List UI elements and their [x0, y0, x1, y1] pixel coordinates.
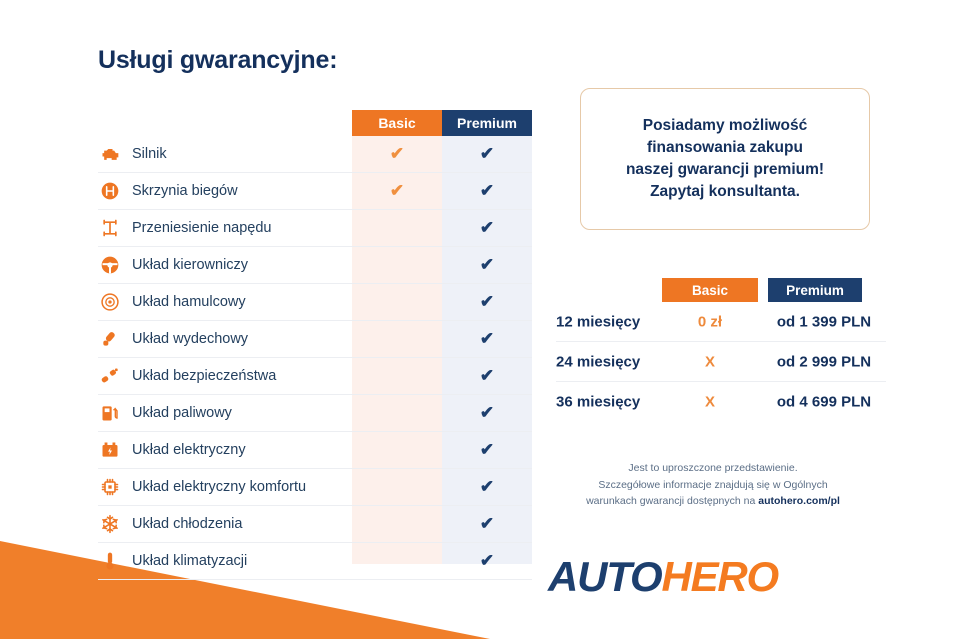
- feature-label: Silnik: [132, 146, 167, 162]
- promo-line-3: naszej gwarancji premium!: [625, 161, 825, 178]
- table-row: Silnik ✔ ✔: [98, 136, 532, 173]
- gearbox-icon: [100, 181, 120, 201]
- table-row: Układ kierowniczy ✔: [98, 247, 532, 284]
- disclaimer-line-3: warunkach gwarancji dostępnych na autohe…: [540, 493, 886, 510]
- price-basic-value: 0 zł: [697, 313, 723, 330]
- promo-line-4: Zapytaj konsultanta.: [650, 183, 800, 200]
- cell-basic: [352, 469, 442, 505]
- feature-label: Układ wydechowy: [132, 331, 249, 347]
- feature-label: Układ bezpieczeństwa: [132, 368, 277, 384]
- table-row: Układ paliwowy ✔: [98, 395, 532, 432]
- autohero-logo: AUTOHERO: [548, 553, 779, 600]
- disclaimer-line-1: Jest to uproszczone przedstawienie.: [628, 462, 798, 474]
- price-table: Basic Premium 12 miesięcy 0 zł od 1 399 …: [556, 278, 886, 421]
- website-link[interactable]: autohero.com/pl: [758, 495, 840, 508]
- price-row: 12 miesięcy 0 zł od 1 399 PLN: [556, 302, 886, 342]
- price-term: 24 miesięcy: [556, 353, 641, 370]
- engine-icon: [100, 144, 120, 164]
- disclaimer-line-2: Szczegółowe informacje znajdują się w Og…: [598, 478, 828, 491]
- financing-promo-box: Posiadamy możliwość finansowania zakupu …: [580, 88, 870, 230]
- cell-premium: ✔: [479, 366, 495, 385]
- logo-auto-text: AUTO: [548, 553, 663, 600]
- cell-premium: ✔: [479, 144, 495, 163]
- cell-basic: [352, 506, 442, 542]
- feature-label: Układ hamulcowy: [132, 294, 246, 310]
- cell-premium: ✔: [479, 403, 495, 422]
- column-header-basic: Basic: [352, 110, 442, 136]
- cell-basic: ✔: [389, 144, 405, 163]
- price-row: 24 miesięcy X od 2 999 PLN: [556, 342, 886, 382]
- feature-label: Układ kierowniczy: [132, 257, 249, 273]
- cell-basic: [352, 543, 442, 579]
- drivetrain-icon: [100, 218, 120, 238]
- price-row: 36 miesięcy X od 4 699 PLN: [556, 382, 886, 421]
- page-title: Usługi gwarancyjne:: [98, 46, 338, 74]
- disclaimer: Jest to uproszczone przedstawienie. Szcz…: [540, 460, 886, 510]
- cell-basic: [352, 358, 442, 394]
- basic-column-band: [352, 136, 442, 564]
- price-column-header-premium: Premium: [768, 278, 862, 302]
- table-row: Układ bezpieczeństwa ✔: [98, 358, 532, 395]
- cell-basic: [352, 321, 442, 357]
- price-premium-value: od 4 699 PLN: [776, 393, 872, 410]
- cell-premium: ✔: [479, 292, 495, 311]
- exhaust-icon: [100, 329, 120, 349]
- feature-label: Układ klimatyzacji: [132, 553, 248, 569]
- cell-premium: ✔: [479, 218, 495, 237]
- table-row: Układ chłodzenia ✔: [98, 506, 532, 543]
- chip-icon: [100, 477, 120, 497]
- disclaimer-line-3-prefix: warunkach gwarancji dostępnych na: [586, 495, 759, 508]
- price-term: 12 miesięcy: [556, 313, 641, 330]
- cell-premium: ✔: [479, 255, 495, 274]
- battery-icon: [100, 440, 120, 460]
- price-premium-value: od 1 399 PLN: [776, 313, 872, 330]
- feature-label: Układ paliwowy: [132, 405, 232, 421]
- promo-text: Posiadamy możliwość finansowania zakupu …: [616, 115, 834, 203]
- price-premium-value: od 2 999 PLN: [776, 353, 872, 370]
- promo-line-2: finansowania zakupu: [647, 139, 803, 156]
- premium-column-band: [442, 136, 532, 564]
- seatbelt-icon: [100, 366, 120, 386]
- table-row: Układ wydechowy ✔: [98, 321, 532, 358]
- warranty-services-panel: Usługi gwarancyjne: Basic Premium Silnik…: [78, 28, 540, 580]
- snowflake-icon: [100, 514, 120, 534]
- cell-premium: ✔: [479, 440, 495, 459]
- table-row: Układ hamulcowy ✔: [98, 284, 532, 321]
- table-row: Układ klimatyzacji ✔: [98, 543, 532, 580]
- cell-basic: ✔: [389, 181, 405, 200]
- cell-premium: ✔: [479, 181, 495, 200]
- feature-label: Układ chłodzenia: [132, 516, 243, 532]
- cell-premium: ✔: [479, 329, 495, 348]
- cell-basic: [352, 284, 442, 320]
- cell-basic: [352, 247, 442, 283]
- table-row: Układ elektryczny komfortu ✔: [98, 469, 532, 506]
- price-table-header: Basic Premium: [556, 278, 886, 302]
- thermometer-icon: [100, 551, 120, 571]
- price-basic-value: X: [704, 393, 715, 410]
- feature-label: Układ elektryczny komfortu: [132, 479, 307, 495]
- table-row: Skrzynia biegów ✔ ✔: [98, 173, 532, 210]
- cell-basic: [352, 210, 442, 246]
- promo-line-1: Posiadamy możliwość: [642, 117, 808, 134]
- feature-label: Układ elektryczny: [132, 442, 246, 458]
- cell-basic: [352, 432, 442, 468]
- feature-rows: Silnik ✔ ✔ Skrzynia biegów ✔ ✔: [98, 136, 532, 580]
- cell-basic: [352, 395, 442, 431]
- column-header-premium: Premium: [442, 110, 532, 136]
- feature-label: Przeniesienie napędu: [132, 220, 272, 236]
- cell-premium: ✔: [479, 551, 495, 570]
- table-row: Układ elektryczny ✔: [98, 432, 532, 469]
- table-row: Przeniesienie napędu ✔: [98, 210, 532, 247]
- feature-label: Skrzynia biegów: [132, 183, 238, 199]
- brake-disc-icon: [100, 292, 120, 312]
- logo-hero-text: HERO: [661, 553, 779, 600]
- fuel-pump-icon: [100, 403, 120, 423]
- steering-wheel-icon: [100, 255, 120, 275]
- cell-premium: ✔: [479, 477, 495, 496]
- price-term: 36 miesięcy: [556, 393, 641, 410]
- cell-premium: ✔: [479, 514, 495, 533]
- price-basic-value: X: [704, 353, 715, 370]
- price-column-header-basic: Basic: [662, 278, 758, 302]
